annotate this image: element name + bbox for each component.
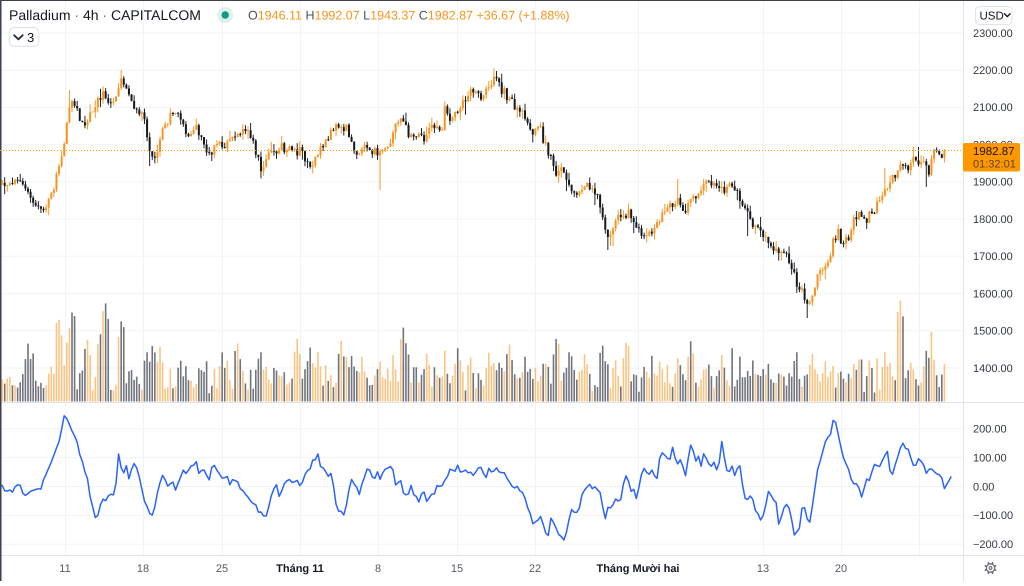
- svg-text:1800.00: 1800.00: [973, 214, 1013, 226]
- svg-text:2300.00: 2300.00: [973, 28, 1013, 40]
- svg-text:11: 11: [59, 563, 70, 575]
- svg-text:3: 3: [27, 30, 34, 45]
- svg-text:20: 20: [835, 563, 847, 575]
- svg-text:13: 13: [757, 563, 769, 575]
- svg-text:1600.00: 1600.00: [973, 288, 1013, 300]
- svg-text:1982.87: 1982.87: [973, 146, 1015, 158]
- svg-text:Tháng 11: Tháng 11: [276, 563, 324, 575]
- svg-text:1700.00: 1700.00: [973, 251, 1013, 263]
- svg-text:22: 22: [529, 563, 541, 575]
- svg-text:Tháng Mười hai: Tháng Mười hai: [596, 563, 679, 575]
- svg-text:25: 25: [216, 563, 228, 575]
- svg-text:0.00: 0.00: [973, 481, 994, 493]
- svg-text:O1946.11 H1992.07 L1943.37 C19: O1946.11 H1992.07 L1943.37 C1982.87 +36.…: [248, 9, 570, 23]
- svg-text:15: 15: [451, 563, 463, 575]
- svg-text:2100.00: 2100.00: [973, 102, 1013, 114]
- svg-text:1500.00: 1500.00: [973, 326, 1013, 338]
- svg-text:Palladium · 4h · CAPITALCOM: Palladium · 4h · CAPITALCOM: [9, 7, 201, 23]
- svg-text:8: 8: [375, 563, 381, 575]
- svg-text:1900.00: 1900.00: [973, 177, 1013, 189]
- svg-text:100.00: 100.00: [973, 452, 1007, 464]
- svg-text:01:32:01: 01:32:01: [973, 159, 1016, 171]
- svg-text:18: 18: [137, 563, 149, 575]
- svg-text:USD: USD: [980, 10, 1004, 22]
- svg-text:−100.00: −100.00: [973, 510, 1013, 522]
- svg-text:2200.00: 2200.00: [973, 65, 1013, 77]
- svg-text:200.00: 200.00: [973, 424, 1007, 436]
- svg-text:1400.00: 1400.00: [973, 363, 1013, 375]
- svg-text:−200.00: −200.00: [973, 539, 1013, 551]
